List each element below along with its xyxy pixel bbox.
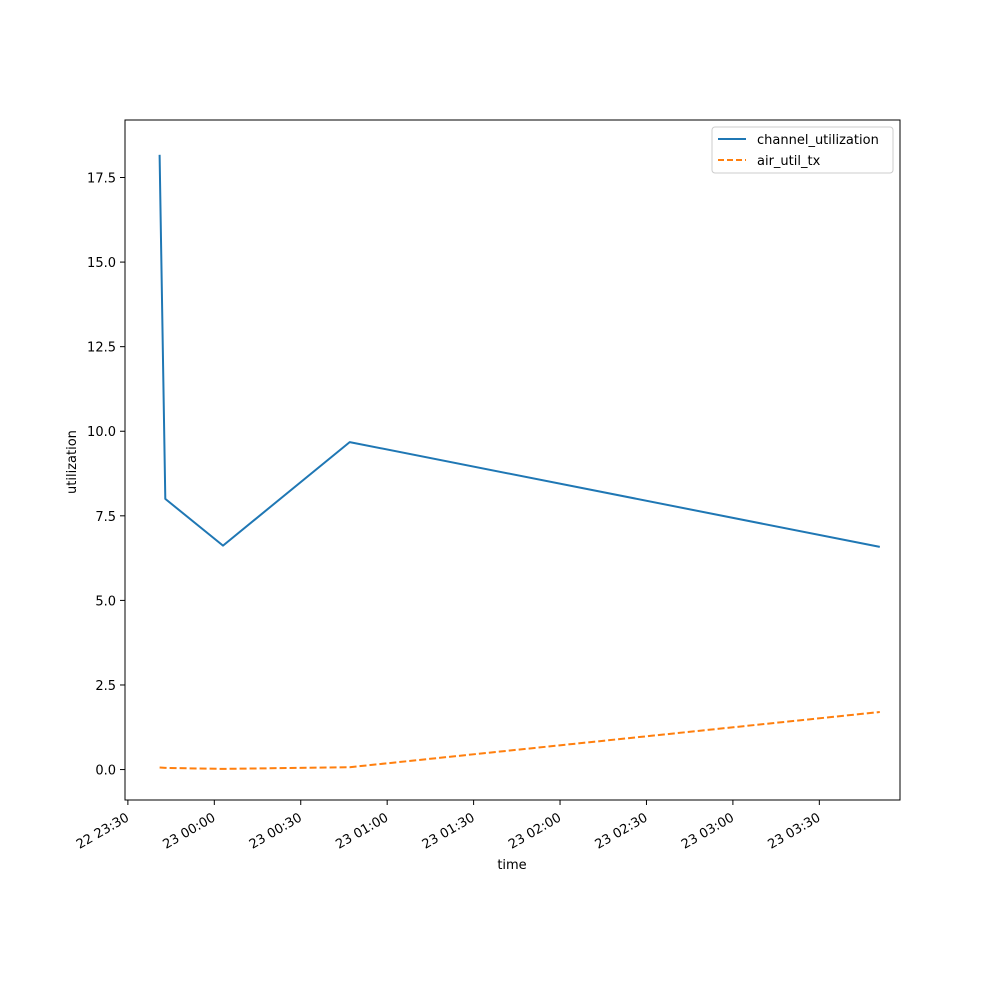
legend-label-channel-utilization: channel_utilization [757, 133, 879, 148]
series-line-channel-utilization [158, 154, 880, 548]
y-tick-label: 5.0 [95, 594, 116, 609]
series-line-air-util-tx [159, 711, 880, 770]
plot-frame [124, 119, 901, 801]
y-tick-label: 15.0 [87, 256, 116, 271]
y-tick-label: 17.5 [87, 172, 116, 187]
y-axis-ticks: 0.0 2.5 5.0 7.5 10.0 12.5 15.0 17.5 [87, 172, 125, 779]
x-axis-label: time [497, 858, 526, 873]
y-tick-label: 10.0 [87, 425, 116, 440]
legend: channel_utilization air_util_tx [711, 126, 894, 174]
legend-label-air-util-tx: air_util_tx [757, 154, 821, 169]
y-axis-label: utilization [65, 430, 80, 494]
y-tick-label: 0.0 [95, 764, 116, 779]
y-tick-label: 7.5 [95, 510, 116, 525]
y-tick-label: 2.5 [95, 679, 116, 694]
legend-box [711, 126, 894, 174]
y-tick-label: 12.5 [87, 341, 116, 356]
series-layer [158, 154, 880, 770]
